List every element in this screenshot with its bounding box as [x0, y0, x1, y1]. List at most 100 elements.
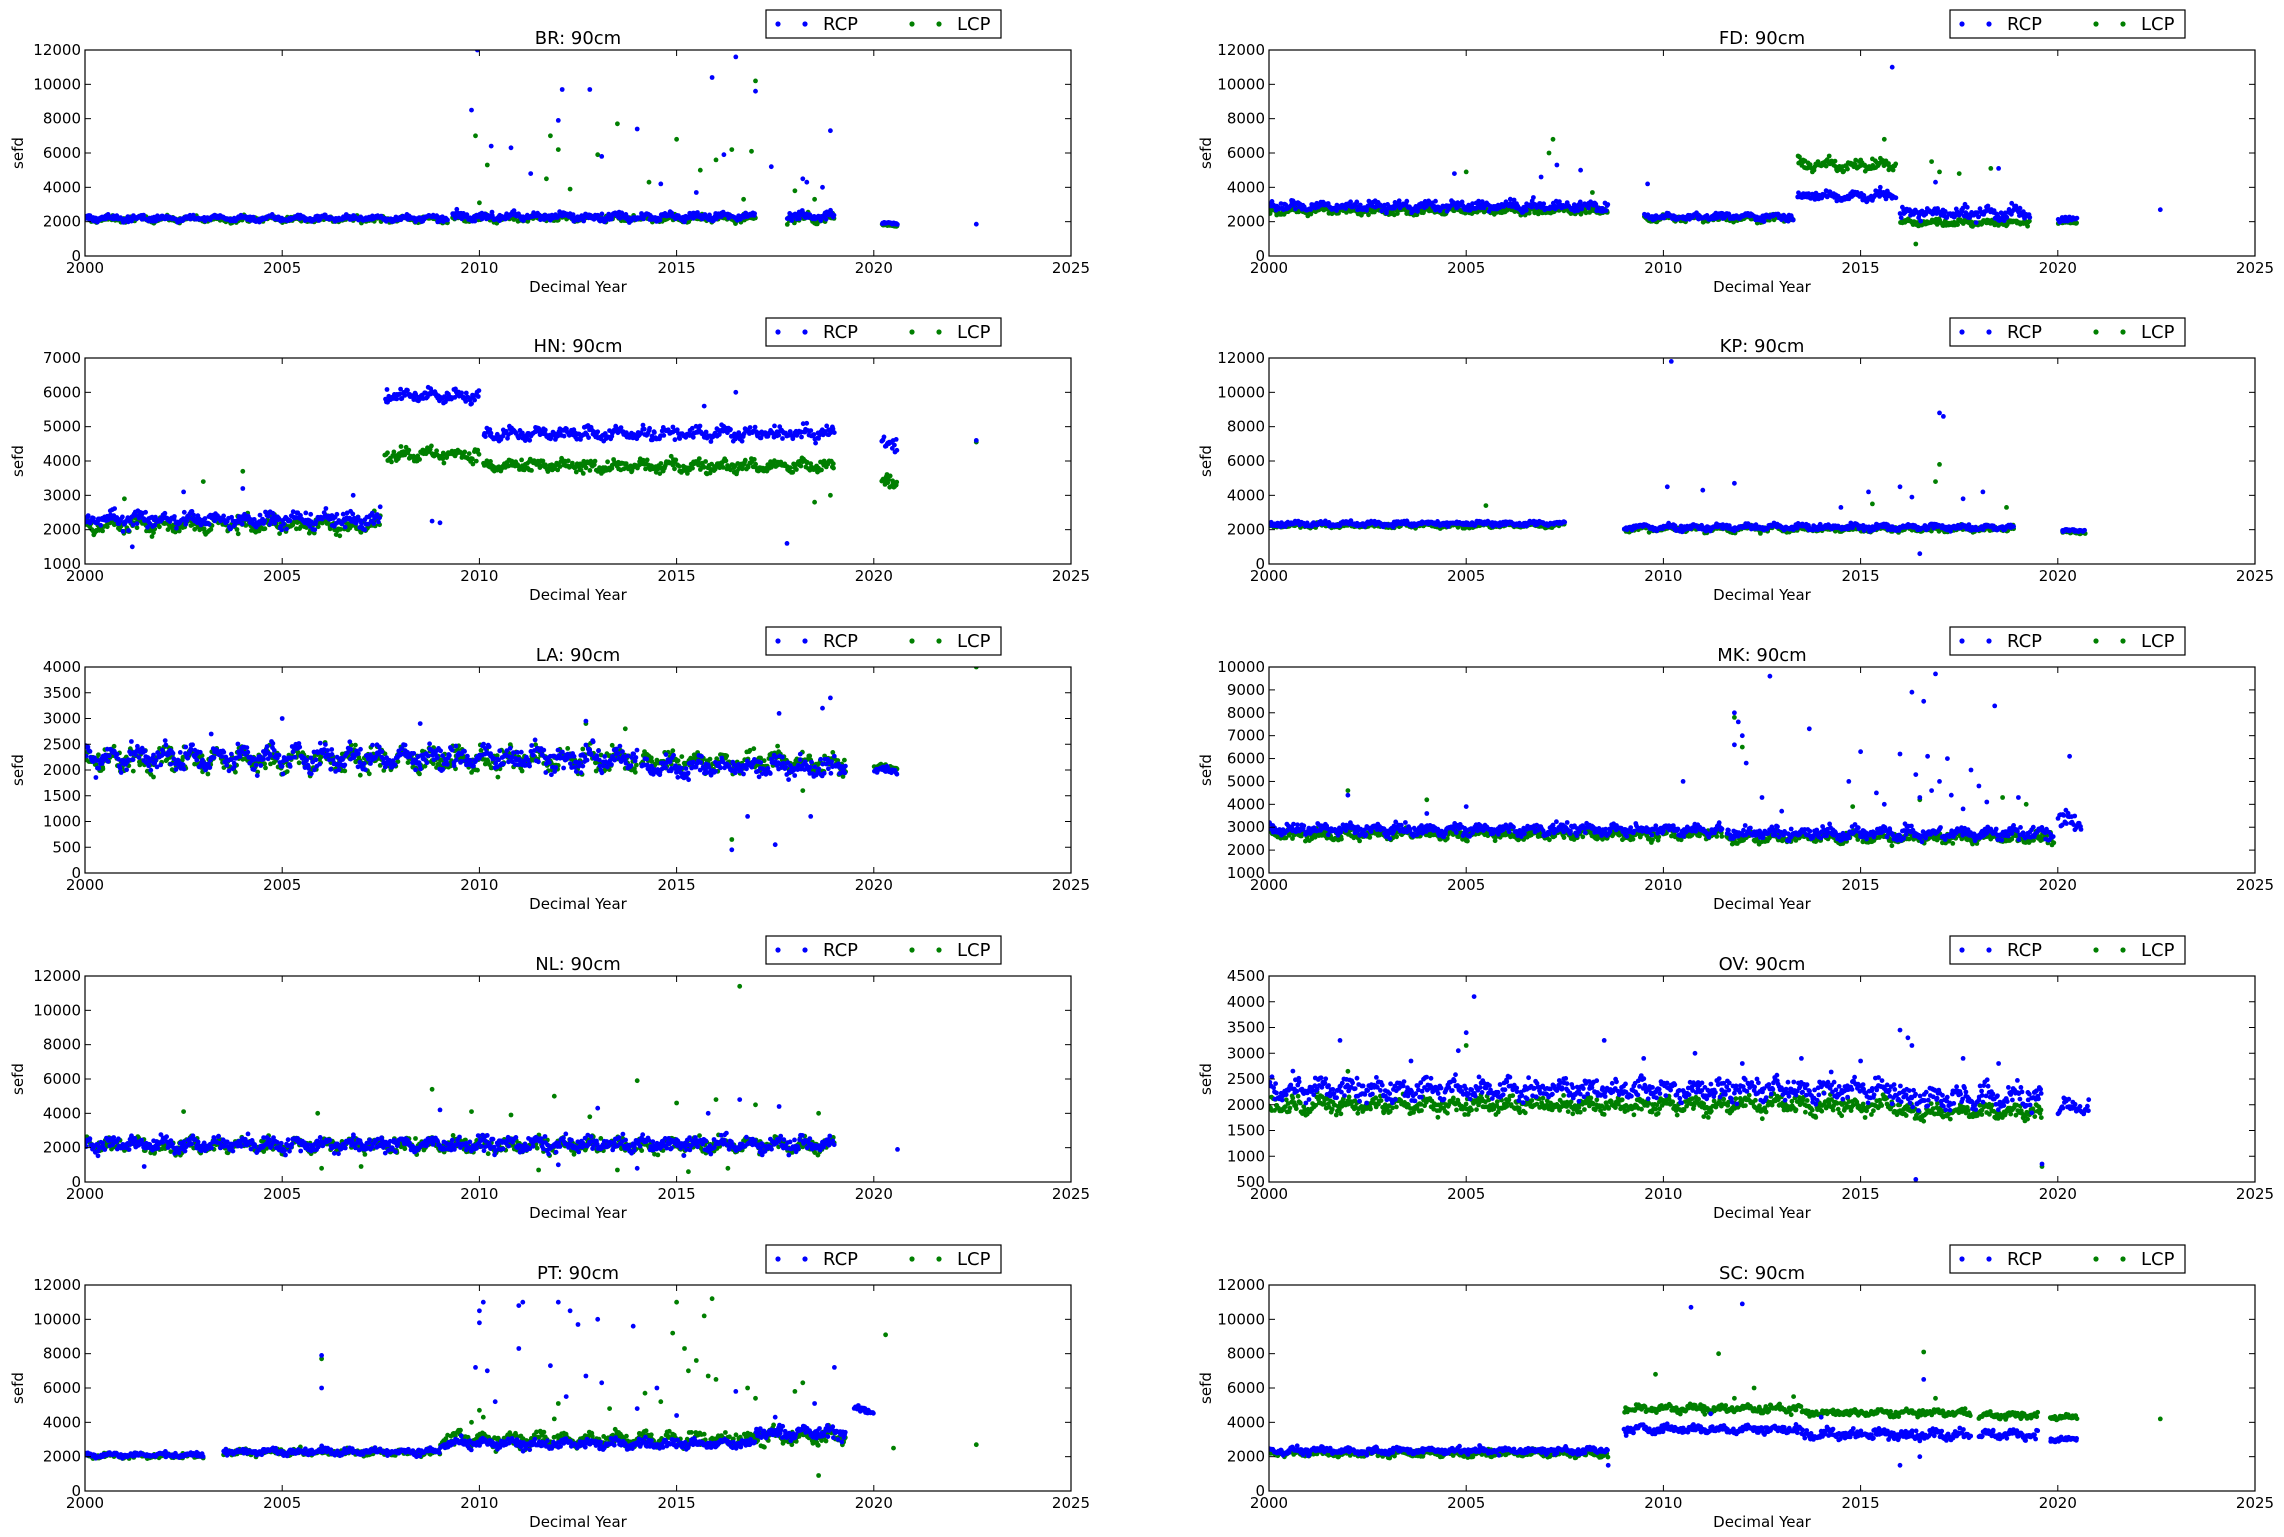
- data-point-lcp: [470, 456, 475, 462]
- data-point-rcp: [488, 430, 494, 436]
- data-point-rcp: [281, 521, 287, 527]
- legend-label-lcp: LCP: [2141, 14, 2175, 35]
- data-point-lcp: [591, 462, 597, 468]
- data-point-rcp: [284, 526, 289, 532]
- legend-marker-rcp: [1986, 21, 1992, 27]
- data-points: [85, 50, 979, 229]
- data-point-rcp: [728, 427, 733, 432]
- y-tick-label: 10000: [1217, 75, 1265, 93]
- data-point-rcp: [1578, 167, 1583, 173]
- data-point-rcp: [799, 434, 804, 440]
- data-point-lcp: [122, 496, 127, 502]
- data-point-lcp: [701, 464, 707, 470]
- data-point-rcp: [350, 492, 356, 498]
- data-point-rcp: [721, 152, 727, 158]
- data-point-rcp: [797, 216, 802, 222]
- data-point-rcp: [483, 434, 488, 439]
- y-tick-label: 2000: [43, 521, 81, 539]
- data-point-lcp: [1463, 169, 1469, 175]
- data-point-rcp: [1384, 208, 1389, 214]
- data-point-lcp: [543, 462, 548, 468]
- data-point-rcp: [359, 520, 364, 526]
- data-point-rcp: [895, 222, 900, 227]
- data-point-lcp: [391, 449, 397, 455]
- data-point-lcp: [1929, 159, 1934, 165]
- data-point-lcp: [1956, 171, 1962, 177]
- data-point-rcp: [1933, 179, 1938, 185]
- data-point-rcp: [377, 515, 382, 521]
- panel-br: 2000 2005 2010 2015 2020 20250200040006000800…: [9, 9, 1090, 296]
- data-point-rcp: [463, 399, 469, 404]
- data-point-lcp: [200, 479, 206, 484]
- data-point-rcp: [152, 522, 158, 528]
- data-point-rcp: [1433, 198, 1438, 204]
- data-point-rcp: [733, 389, 739, 395]
- x-tick-label: 2010: [460, 567, 498, 585]
- data-point-lcp: [475, 447, 481, 453]
- data-point-rcp: [828, 128, 833, 134]
- data-point-rcp: [453, 215, 458, 221]
- data-point-rcp: [693, 423, 699, 429]
- legend-marker-rcp: [802, 329, 808, 335]
- panel-fd: 2000 2005 2010 2015 2020 20250200040006000800…: [1197, 9, 2274, 296]
- data-point-rcp: [350, 511, 356, 517]
- data-point-rcp: [772, 423, 777, 429]
- legend-label-rcp: RCP: [823, 14, 858, 35]
- data-point-rcp: [262, 518, 268, 524]
- data-point-lcp: [673, 457, 679, 463]
- data-point-rcp: [528, 171, 534, 177]
- x-axis-label: Decimal Year: [1713, 278, 1812, 296]
- data-point-rcp: [126, 528, 131, 533]
- data-point-rcp: [141, 212, 147, 218]
- data-point-rcp: [1645, 181, 1650, 187]
- legend-label-lcp: LCP: [957, 322, 991, 343]
- y-axis-label: sefd: [9, 137, 27, 169]
- data-point-rcp: [1278, 201, 1284, 207]
- data-point-rcp: [229, 514, 235, 520]
- data-point-rcp: [202, 516, 208, 521]
- data-point-rcp: [830, 426, 836, 432]
- data-point-rcp: [162, 510, 168, 516]
- data-point-rcp: [1452, 171, 1457, 177]
- data-point-rcp: [342, 524, 348, 530]
- data-point-lcp: [1804, 165, 1810, 171]
- data-point-lcp: [440, 456, 446, 462]
- data-point-rcp: [693, 190, 699, 195]
- data-point-lcp: [243, 523, 249, 528]
- data-point-rcp: [1877, 184, 1883, 190]
- data-point-rcp: [98, 522, 104, 528]
- data-point-rcp: [189, 509, 195, 514]
- data-point-lcp: [1826, 153, 1832, 159]
- data-point-rcp: [1523, 207, 1529, 213]
- data-point-lcp: [676, 464, 682, 469]
- data-point-rcp: [661, 433, 667, 438]
- data-point-lcp: [713, 157, 719, 163]
- data-point-lcp: [2004, 222, 2010, 228]
- data-point-rcp: [753, 88, 758, 94]
- data-point-lcp: [429, 443, 434, 449]
- y-tick-label: 0: [1255, 247, 1265, 265]
- data-point-lcp: [672, 466, 677, 472]
- series-rcp: [85, 384, 979, 550]
- data-point-lcp: [753, 78, 758, 84]
- data-point-rcp: [287, 518, 293, 524]
- data-point-rcp: [640, 422, 646, 428]
- data-point-rcp: [800, 421, 806, 427]
- data-point-lcp: [792, 188, 798, 194]
- data-point-lcp: [1590, 190, 1595, 195]
- legend-marker-rcp: [1959, 21, 1965, 27]
- data-points: [1269, 64, 2163, 247]
- data-point-rcp: [1554, 162, 1560, 168]
- y-tick-label: 4000: [1227, 178, 1265, 196]
- data-point-rcp: [581, 218, 587, 224]
- data-point-rcp: [1476, 198, 1481, 204]
- data-point-rcp: [1348, 199, 1353, 205]
- data-point-rcp: [469, 401, 474, 406]
- data-point-lcp: [831, 465, 836, 471]
- legend-marker-lcp: [2120, 21, 2126, 27]
- data-point-rcp: [768, 164, 774, 170]
- legend-marker-lcp: [909, 21, 915, 27]
- y-tick-label: 4000: [43, 452, 81, 470]
- data-point-lcp: [657, 471, 663, 476]
- data-point-rcp: [1283, 202, 1289, 208]
